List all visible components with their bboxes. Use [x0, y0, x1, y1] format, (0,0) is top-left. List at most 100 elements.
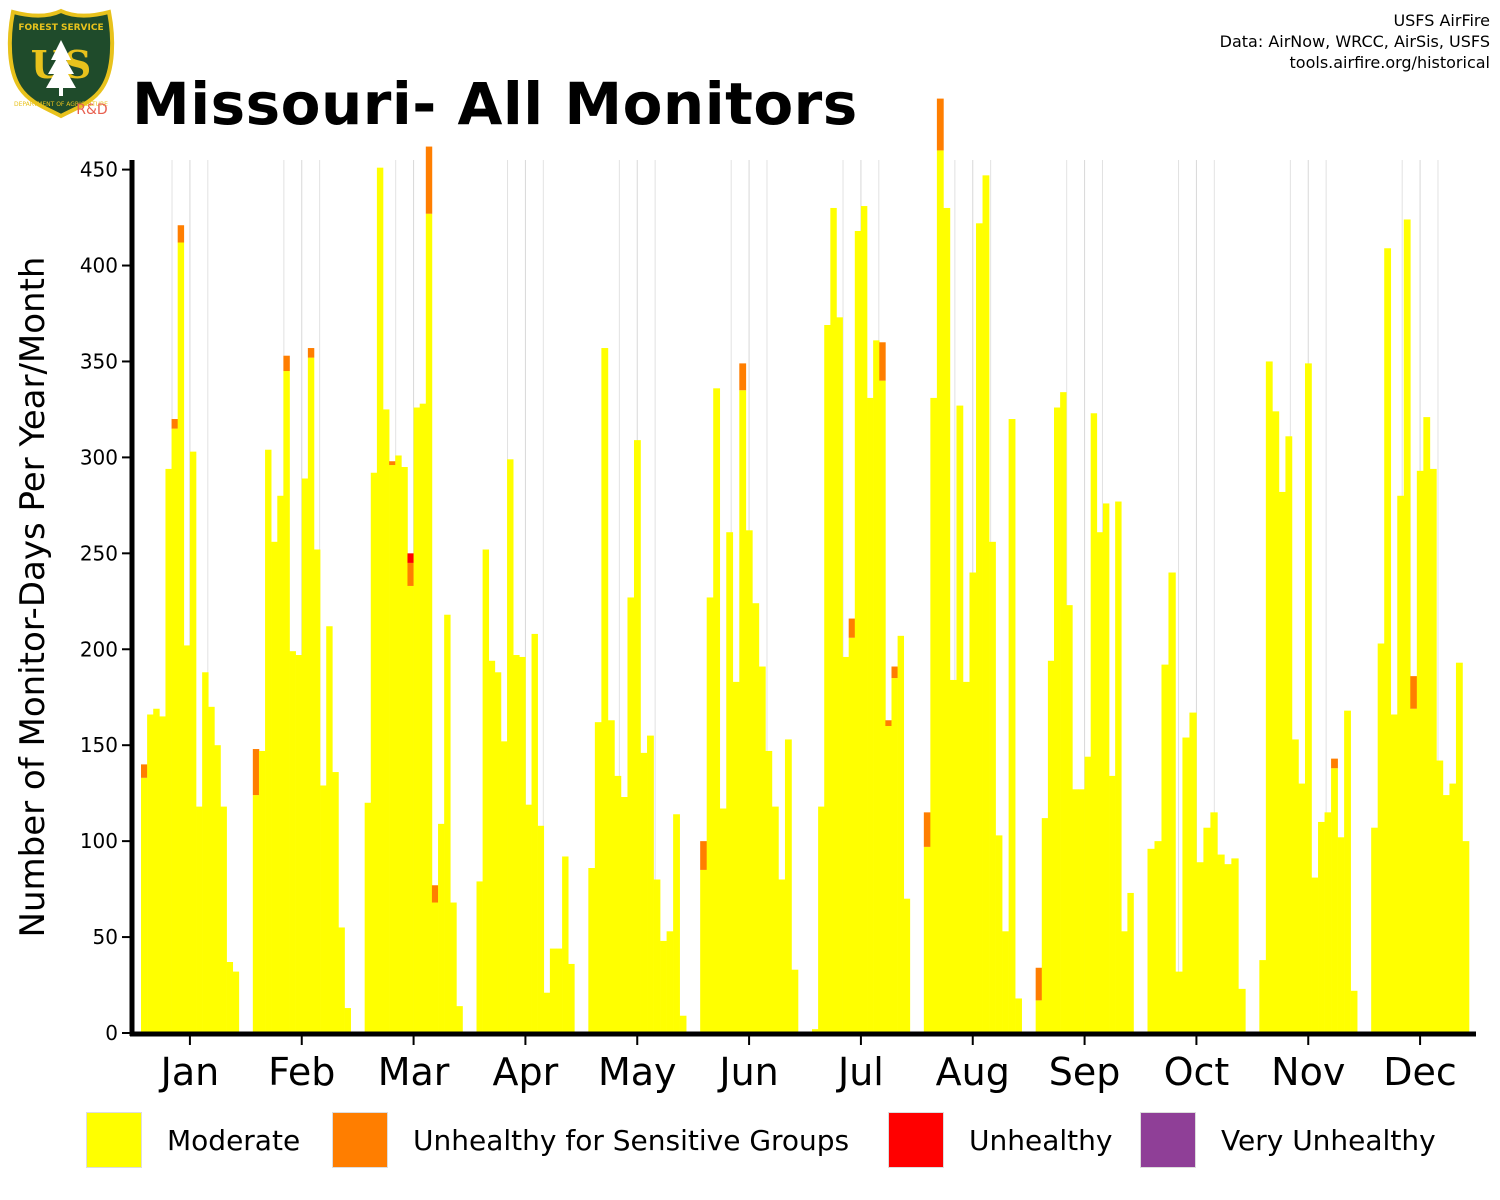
- bar-segment: [903, 898, 911, 1033]
- bar-segment: [949, 679, 957, 1033]
- legend: Moderate Unhealthy for Sensitive Groups …: [86, 1111, 1486, 1171]
- bar-segment: [848, 618, 856, 638]
- bar-segment: [1397, 495, 1405, 1033]
- logo-top-text: FOREST SERVICE: [18, 23, 103, 33]
- bar-segment: [165, 468, 172, 1033]
- bar-segment: [202, 672, 209, 1033]
- bar-segment: [413, 407, 420, 1033]
- bar-segment: [1189, 712, 1197, 1033]
- credit-line: tools.airfire.org/historical: [1289, 53, 1490, 72]
- bar-segment: [778, 879, 786, 1033]
- bar-segment: [885, 720, 892, 727]
- bar-segment: [995, 835, 1003, 1033]
- y-tick-label: 350: [80, 349, 118, 373]
- bar-segment: [879, 342, 886, 381]
- bar-segment: [1318, 821, 1325, 1033]
- bar-segment: [277, 495, 284, 1033]
- bar-segment: [283, 371, 290, 1033]
- bar-segment: [732, 681, 740, 1033]
- bar-segment: [1410, 708, 1418, 1033]
- bar-segment: [1442, 795, 1450, 1033]
- bar-segment: [376, 167, 384, 1033]
- y-tick-label: 50: [93, 925, 118, 949]
- bar-segment: [549, 948, 557, 1033]
- bar-chart: Jan Feb Mar Apr May Jun Jul Aug Sep Oct Nov Dec 0 50 1…: [13, 98, 1476, 1094]
- credits: USFS AirFire Data: AirNow, WRCC, AirSis,…: [1220, 10, 1490, 73]
- bar-segment: [653, 879, 661, 1033]
- bar-segment: [1102, 503, 1110, 1033]
- bar-segment: [537, 825, 545, 1033]
- y-tick-label: 250: [80, 541, 118, 565]
- bar-segment: [344, 1008, 351, 1033]
- bar-segment: [1217, 854, 1225, 1033]
- bar-segment: [1084, 756, 1091, 1033]
- bar-segment: [1127, 892, 1134, 1033]
- credit-line: Data: AirNow, WRCC, AirSis, USFS: [1219, 32, 1490, 51]
- bar-segment: [1175, 971, 1183, 1033]
- x-tick-label: Mar: [378, 1050, 450, 1094]
- legend-swatch: [888, 1112, 944, 1168]
- bar-segment: [407, 585, 414, 1033]
- bar-segment: [1196, 862, 1204, 1033]
- legend-label: Unhealthy: [969, 1123, 1113, 1157]
- bar-segment: [891, 678, 898, 1033]
- legend-swatch: [1140, 1112, 1196, 1168]
- bar-segment: [476, 881, 483, 1033]
- bar-segment: [438, 823, 445, 1033]
- bar-segment: [1154, 841, 1162, 1033]
- credit-line: USFS AirFire: [1393, 11, 1490, 30]
- bar-segment: [936, 150, 944, 1033]
- bars: [141, 98, 1470, 1034]
- bar-segment: [252, 749, 260, 796]
- grid-lines: [171, 160, 1439, 1033]
- bar-segment: [450, 902, 457, 1033]
- bar-segment: [1109, 775, 1116, 1033]
- bar-segment: [1331, 768, 1338, 1033]
- y-tick-label: 100: [80, 829, 118, 853]
- bar-segment: [1337, 837, 1345, 1033]
- y-axis-label: Number of Monitor-Days Per Year/Month: [13, 257, 53, 938]
- bar-segment: [395, 455, 402, 1033]
- tree-icon: [46, 40, 76, 96]
- x-tick-label: Jun: [717, 1050, 778, 1094]
- bar-segment: [923, 846, 931, 1033]
- bar-segment: [943, 207, 951, 1033]
- bar-segment: [879, 380, 886, 1034]
- bar-segment: [1371, 827, 1378, 1033]
- bar-segment: [719, 808, 727, 1033]
- bar-segment: [177, 225, 185, 243]
- x-tick-label: Nov: [1271, 1050, 1345, 1094]
- bar-segment: [601, 348, 609, 1033]
- bar-segment: [1210, 812, 1218, 1033]
- bar-segment: [923, 812, 931, 847]
- bar-segment: [1035, 967, 1043, 1001]
- y-tick-label: 150: [80, 733, 118, 757]
- bar-segment: [562, 856, 569, 1033]
- bar-segment: [700, 841, 707, 870]
- bar-segment: [370, 472, 378, 1033]
- legend-label: Unhealthy for Sensitive Groups: [413, 1123, 850, 1157]
- bar-segment: [1002, 931, 1009, 1033]
- bar-segment: [320, 785, 327, 1033]
- bar-segment: [854, 230, 862, 1033]
- bar-segment: [1384, 248, 1392, 1033]
- bar-segment: [1066, 605, 1073, 1033]
- legend-label: Moderate: [167, 1123, 301, 1157]
- bar-segment: [1182, 737, 1190, 1033]
- bar-segment: [1041, 818, 1049, 1033]
- legend-item-very-unhealthy: Very Unhealthy: [1140, 1111, 1436, 1169]
- y-tick-label: 400: [80, 254, 118, 278]
- y-tick-label: 300: [80, 445, 118, 469]
- y-tick-label: 450: [80, 158, 118, 182]
- bar-segment: [1203, 827, 1211, 1033]
- bar-segment: [383, 409, 390, 1033]
- bar-segment: [147, 714, 154, 1033]
- bar-segment: [1054, 407, 1061, 1033]
- bar-segment: [456, 1006, 463, 1033]
- bar-segment: [425, 213, 433, 1033]
- bar-segment: [824, 325, 831, 1033]
- bar-segment: [700, 869, 707, 1033]
- bar-segment: [555, 948, 563, 1033]
- bar-segment: [289, 651, 296, 1033]
- bar-segment: [860, 206, 868, 1034]
